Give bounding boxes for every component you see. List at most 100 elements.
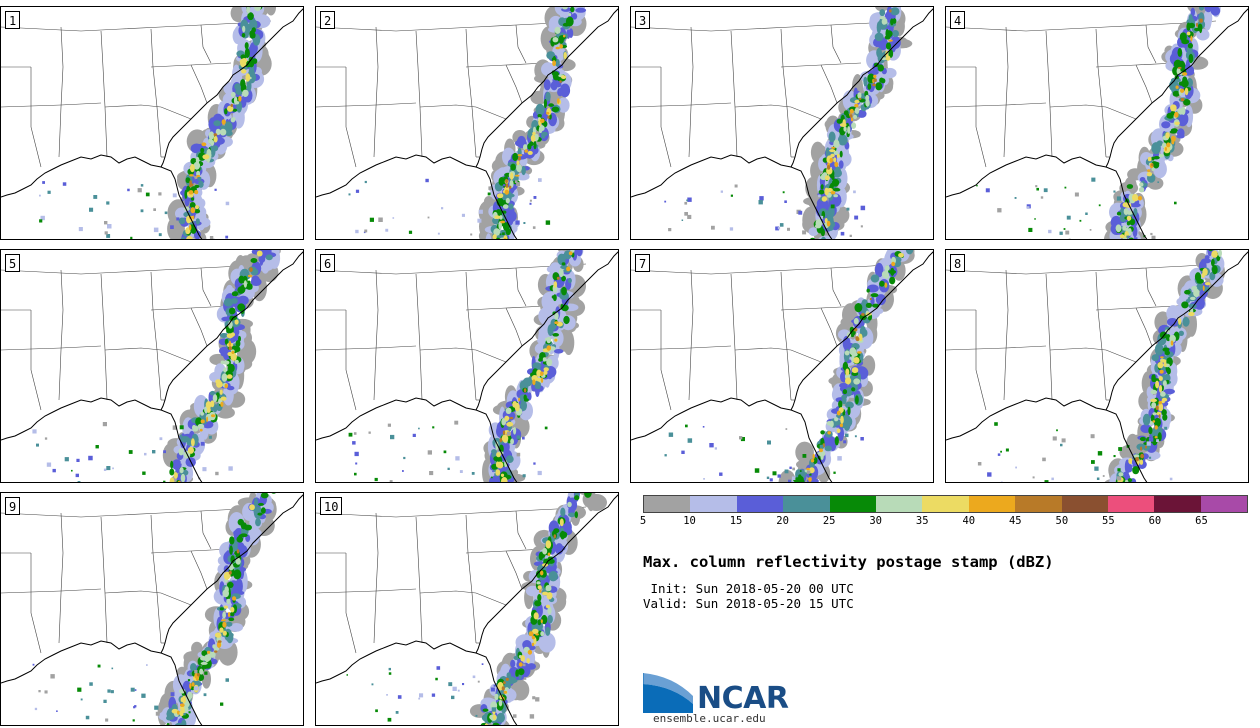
echo-cell xyxy=(185,177,191,184)
echo-cell xyxy=(189,174,194,177)
echo-cell xyxy=(494,215,501,219)
echo-cell xyxy=(220,401,224,407)
echo-cell xyxy=(739,436,743,440)
state-border xyxy=(190,550,208,590)
echo-cell xyxy=(1122,225,1127,231)
state-border xyxy=(150,514,162,644)
echo-cell xyxy=(254,497,258,509)
state-border xyxy=(1003,269,1009,401)
echo-cell xyxy=(873,78,877,82)
echo-cell xyxy=(36,443,39,447)
echo-cell xyxy=(826,165,831,170)
echo-cell xyxy=(837,134,848,146)
echo-cell xyxy=(1146,441,1151,446)
echo-cell xyxy=(559,518,564,527)
echo-cell xyxy=(179,434,183,438)
echo-cell xyxy=(1164,426,1168,430)
echo-cell xyxy=(1190,296,1196,301)
echo-cell xyxy=(1153,417,1161,427)
echo-cell xyxy=(529,141,534,147)
echo-cell xyxy=(470,233,473,236)
echo-cell xyxy=(271,493,276,494)
state-border xyxy=(730,30,738,158)
echo-cell xyxy=(233,569,242,580)
echo-cell xyxy=(231,297,238,304)
echo-cell xyxy=(397,695,402,699)
echo-cell xyxy=(509,235,514,239)
echo-cell xyxy=(223,298,234,307)
echo-cell xyxy=(1202,268,1208,276)
echo-cell xyxy=(52,468,56,473)
echo-cell xyxy=(1181,79,1189,88)
echo-cell xyxy=(230,103,233,107)
echo-cell xyxy=(418,697,421,700)
state-border xyxy=(419,590,507,606)
state-border xyxy=(975,310,987,411)
init-time: Init: Sun 2018-05-20 00 UTC xyxy=(643,581,854,596)
echo-cell xyxy=(843,440,847,444)
ensemble-url: ensemble.ucar.edu xyxy=(653,712,766,725)
echo-cell xyxy=(1157,181,1159,183)
echo-cell xyxy=(533,612,539,620)
echo-cell xyxy=(471,472,475,475)
echo-cell xyxy=(546,108,552,116)
state-border xyxy=(515,24,527,64)
echo-cell xyxy=(568,512,577,518)
echo-cell xyxy=(888,39,893,42)
echo-cell xyxy=(876,72,884,79)
echo-cell xyxy=(1163,388,1175,395)
echo-cell xyxy=(719,472,723,476)
echo-cell xyxy=(249,504,255,511)
echo-cell xyxy=(574,511,578,519)
echo-cell xyxy=(552,333,559,337)
echo-cell xyxy=(166,722,170,725)
echo-cell xyxy=(491,466,497,470)
state-border xyxy=(660,310,672,411)
echo-cell xyxy=(492,714,497,720)
echo-cell xyxy=(802,454,807,458)
echo-cell xyxy=(546,111,550,115)
echo-cell xyxy=(188,190,194,195)
echo-cell xyxy=(512,401,518,408)
colorbar-segment xyxy=(783,496,830,512)
echo-cell xyxy=(215,379,222,384)
echo-cell xyxy=(239,533,248,538)
echo-cell xyxy=(1208,250,1213,252)
echo-cell xyxy=(110,690,114,694)
echo-cell xyxy=(523,222,526,224)
echo-cell xyxy=(1211,258,1215,267)
echo-cell xyxy=(866,288,870,293)
echo-cell xyxy=(1196,278,1204,284)
echo-cell xyxy=(491,707,497,712)
ensemble-member-panel-8: 8 xyxy=(945,249,1249,483)
echo-cell xyxy=(536,369,542,377)
echo-cell xyxy=(1135,457,1139,462)
echo-cell xyxy=(1133,454,1140,458)
echo-cell xyxy=(888,269,897,274)
echo-cell xyxy=(432,426,435,429)
echo-cell xyxy=(205,401,212,409)
echo-cell xyxy=(532,131,536,136)
echo-cell xyxy=(107,224,112,229)
echo-cell xyxy=(1140,453,1144,459)
echo-cell xyxy=(490,687,495,692)
ensemble-member-panel-9: 9 xyxy=(0,492,304,726)
member-number-label: 7 xyxy=(635,254,651,272)
echo-cell xyxy=(1170,340,1174,346)
echo-cell xyxy=(734,184,738,188)
state-border xyxy=(419,104,507,120)
state-border xyxy=(415,30,423,158)
echo-cell xyxy=(169,477,175,482)
echo-cell xyxy=(875,294,886,306)
state-border xyxy=(190,64,208,104)
echo-cell xyxy=(540,619,543,624)
echo-cell xyxy=(870,274,880,283)
echo-cell xyxy=(200,419,205,424)
echo-cell xyxy=(833,187,841,192)
echo-cell xyxy=(1074,192,1079,197)
echo-cell xyxy=(1043,188,1048,193)
echo-cell xyxy=(1066,215,1071,220)
echo-cell xyxy=(1183,99,1191,106)
echo-cell xyxy=(559,83,571,98)
echo-cell xyxy=(429,471,434,476)
